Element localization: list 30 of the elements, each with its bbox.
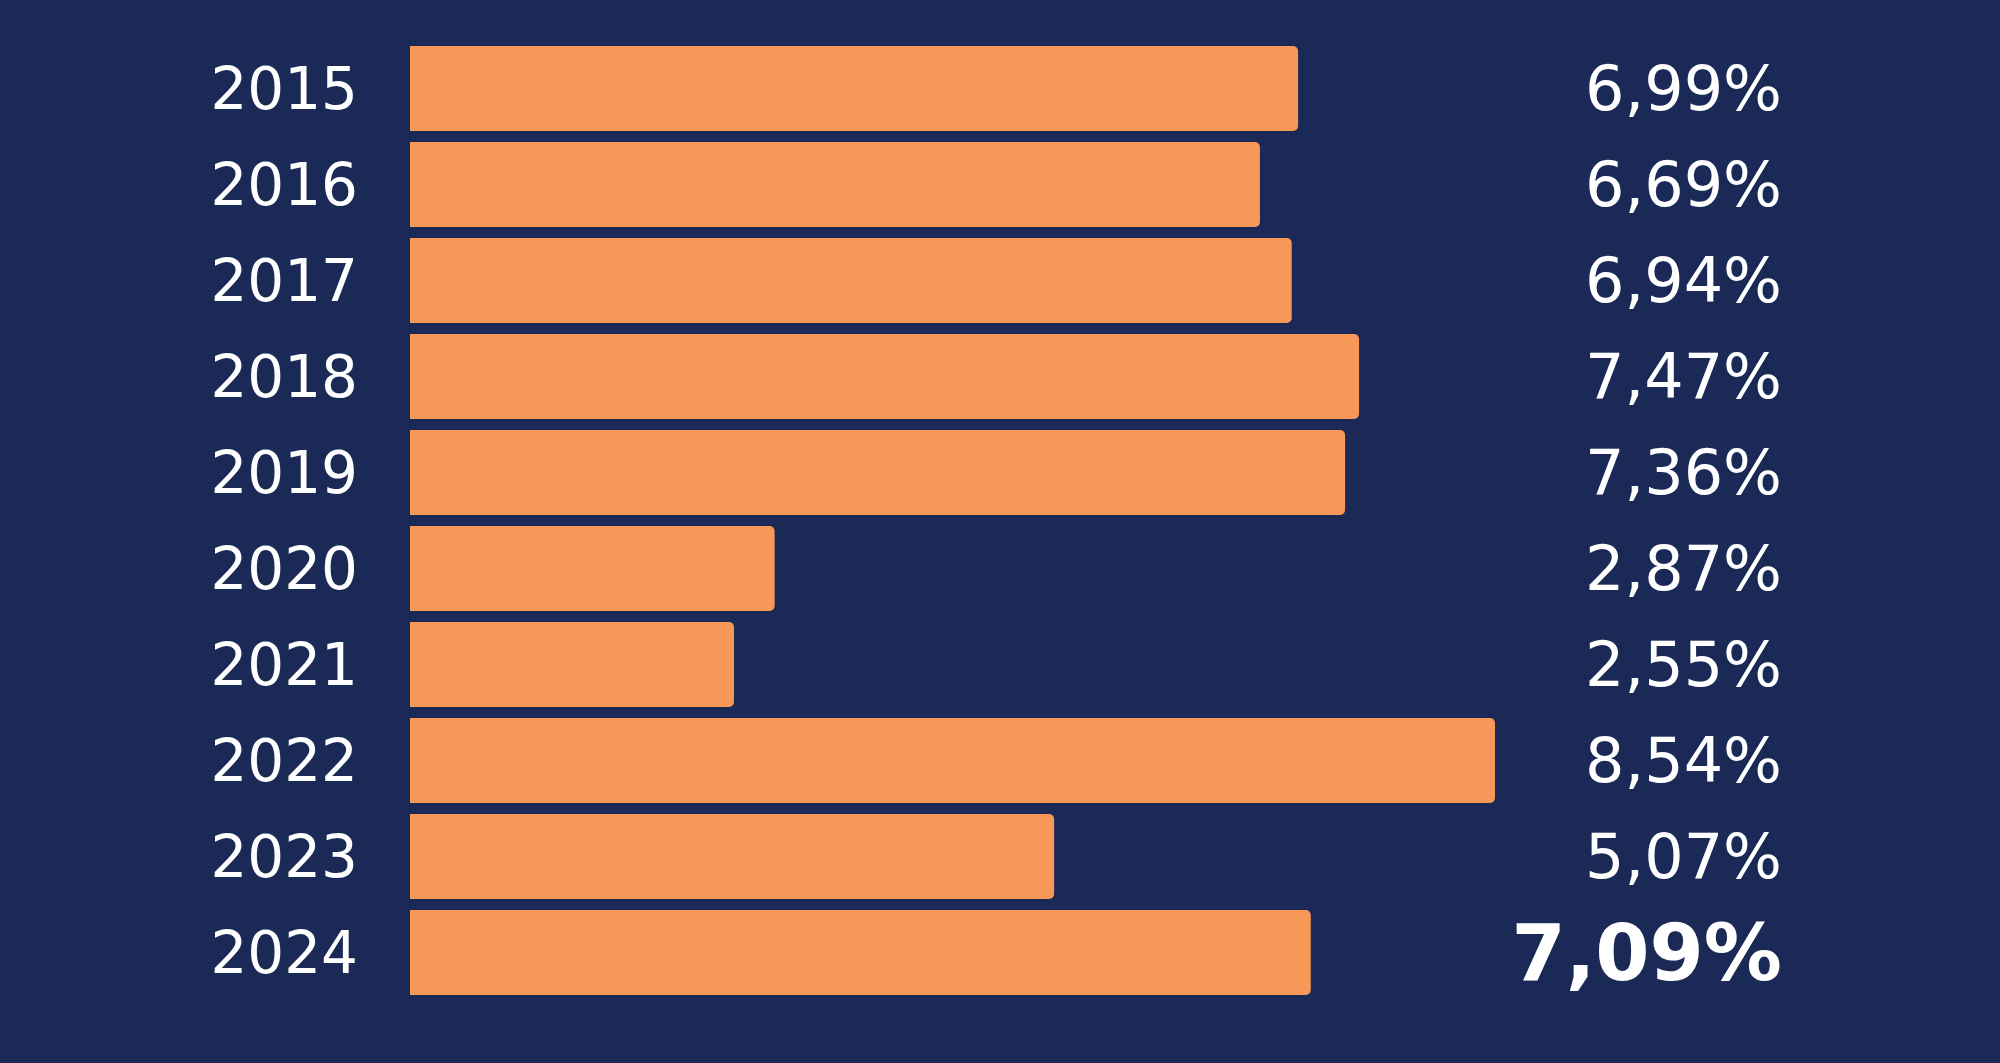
data-label: 7,36% [1585,436,1782,509]
data-label: 6,99% [1585,52,1782,125]
y-tick-label: 2020 [210,534,358,603]
data-label: 2,87% [1585,532,1782,605]
data-label: 6,69% [1585,148,1782,221]
y-tick-label: 2015 [210,54,358,123]
bar [410,526,775,611]
y-tick-label: 2016 [210,150,358,219]
bar [410,718,1495,803]
y-tick-label: 2023 [210,822,358,891]
y-tick-label: 2017 [210,246,358,315]
y-tick-label: 2019 [210,438,358,507]
bar [410,238,1292,323]
bar [410,334,1360,419]
data-label: 5,07% [1585,820,1782,893]
bar [410,46,1299,131]
bar [410,142,1260,227]
bar [410,622,734,707]
bar [410,910,1311,995]
y-tick-label: 2018 [210,342,358,411]
data-label: 6,94% [1585,244,1782,317]
data-label: 7,47% [1585,340,1782,413]
data-label: 2,55% [1585,628,1782,701]
y-tick-label: 2024 [210,918,358,987]
y-tick-label: 2021 [210,630,358,699]
bar [410,814,1055,899]
data-label: 8,54% [1585,724,1782,797]
bar [410,430,1346,515]
y-tick-label: 2022 [210,726,358,795]
data-label: 7,09% [1511,907,1782,998]
